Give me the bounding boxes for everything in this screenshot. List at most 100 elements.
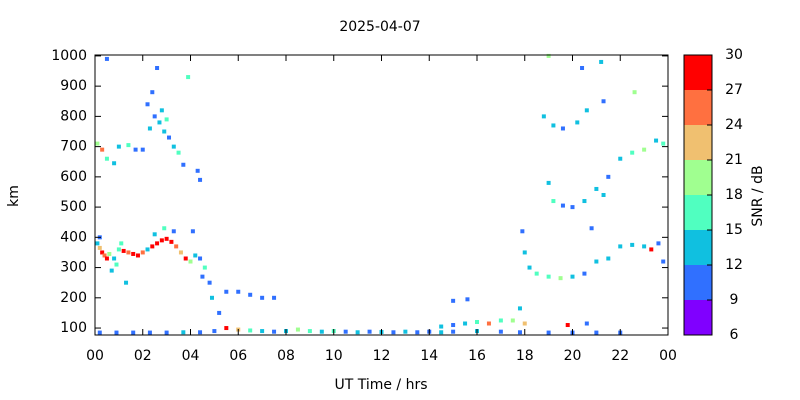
- data-point: [560, 126, 565, 131]
- data-point: [498, 318, 503, 323]
- data-point: [147, 330, 152, 335]
- data-point: [606, 174, 611, 179]
- x-axis-label: UT Time / hrs: [334, 377, 427, 393]
- data-point: [403, 329, 408, 334]
- colorbar-tick-label: 27: [725, 82, 743, 98]
- data-point: [517, 330, 522, 335]
- data-point: [656, 241, 661, 246]
- data-point: [159, 238, 164, 243]
- x-tick-label: 22: [611, 348, 629, 364]
- data-point: [193, 253, 198, 258]
- data-point: [599, 59, 604, 64]
- data-point: [527, 265, 532, 270]
- data-point: [169, 239, 174, 244]
- data-point: [167, 135, 172, 140]
- data-point: [190, 229, 195, 234]
- data-point: [546, 53, 551, 58]
- colorbar-band: [684, 125, 712, 160]
- data-point: [119, 241, 124, 246]
- data-point: [164, 117, 169, 122]
- data-point: [164, 236, 169, 241]
- data-point: [152, 232, 157, 237]
- data-point: [391, 330, 396, 335]
- colorbar-label: SNR / dB: [750, 165, 766, 226]
- data-point: [212, 329, 217, 334]
- data-point: [355, 330, 360, 335]
- data-point: [104, 56, 109, 61]
- data-point: [95, 141, 100, 146]
- data-point: [520, 229, 525, 234]
- x-tick-label: 18: [516, 348, 534, 364]
- data-point: [618, 244, 623, 249]
- data-point: [248, 292, 253, 297]
- data-point: [594, 330, 599, 335]
- data-point: [112, 161, 117, 166]
- colorbar-tick-label: 30: [725, 47, 743, 63]
- data-point: [589, 226, 594, 231]
- data-point: [236, 289, 241, 294]
- data-point: [224, 289, 229, 294]
- data-point: [100, 147, 105, 152]
- data-point: [248, 328, 253, 333]
- data-point: [642, 244, 647, 249]
- x-tick-label: 14: [420, 348, 438, 364]
- data-point: [546, 274, 551, 279]
- data-point: [260, 329, 265, 334]
- data-point: [109, 268, 114, 273]
- data-point: [560, 203, 565, 208]
- data-point: [601, 193, 606, 197]
- data-point: [162, 129, 167, 134]
- data-point: [522, 250, 527, 255]
- data-point: [601, 99, 606, 104]
- data-point: [451, 329, 456, 334]
- data-point: [510, 318, 515, 323]
- data-point: [188, 259, 193, 264]
- data-point: [661, 259, 666, 264]
- x-tick-label: 00: [659, 348, 677, 364]
- data-point: [107, 251, 112, 256]
- x-tick-label: 16: [468, 348, 486, 364]
- data-point: [171, 229, 176, 234]
- colorbar-band: [684, 90, 712, 125]
- y-tick-label: 1000: [51, 48, 87, 64]
- data-point: [584, 108, 589, 113]
- x-tick-label: 12: [373, 348, 391, 364]
- colorbar-band: [684, 160, 712, 195]
- data-point: [102, 253, 107, 258]
- data-point: [147, 126, 152, 131]
- x-tick-label: 04: [182, 348, 200, 364]
- data-point: [582, 199, 587, 204]
- data-point: [582, 271, 587, 276]
- data-point: [575, 120, 580, 125]
- data-point: [140, 147, 145, 152]
- data-point: [164, 330, 169, 335]
- data-point: [463, 321, 468, 326]
- colorbar-tick-label: 9: [730, 292, 739, 308]
- data-point: [217, 310, 222, 315]
- data-point: [155, 66, 160, 71]
- colorbar-tick-label: 15: [725, 222, 743, 238]
- data-point: [133, 147, 138, 152]
- data-point: [150, 90, 155, 95]
- data-point: [114, 330, 119, 335]
- data-point: [546, 330, 551, 335]
- y-tick-label: 400: [60, 229, 87, 245]
- data-point: [594, 186, 599, 191]
- data-point: [642, 147, 647, 152]
- data-point: [104, 156, 109, 161]
- data-point: [498, 329, 503, 334]
- y-tick-label: 100: [60, 320, 87, 336]
- data-point: [100, 250, 105, 255]
- data-point: [121, 248, 126, 253]
- x-tick-label: 20: [564, 348, 582, 364]
- data-point: [632, 90, 637, 95]
- data-point: [451, 323, 456, 328]
- data-point: [104, 256, 109, 261]
- y-tick-label: 900: [60, 78, 87, 94]
- data-point: [114, 262, 119, 267]
- data-point: [178, 250, 183, 255]
- x-tick-label: 00: [86, 348, 104, 364]
- data-point: [195, 168, 200, 173]
- data-point: [661, 141, 666, 146]
- y-tick-label: 700: [60, 139, 87, 155]
